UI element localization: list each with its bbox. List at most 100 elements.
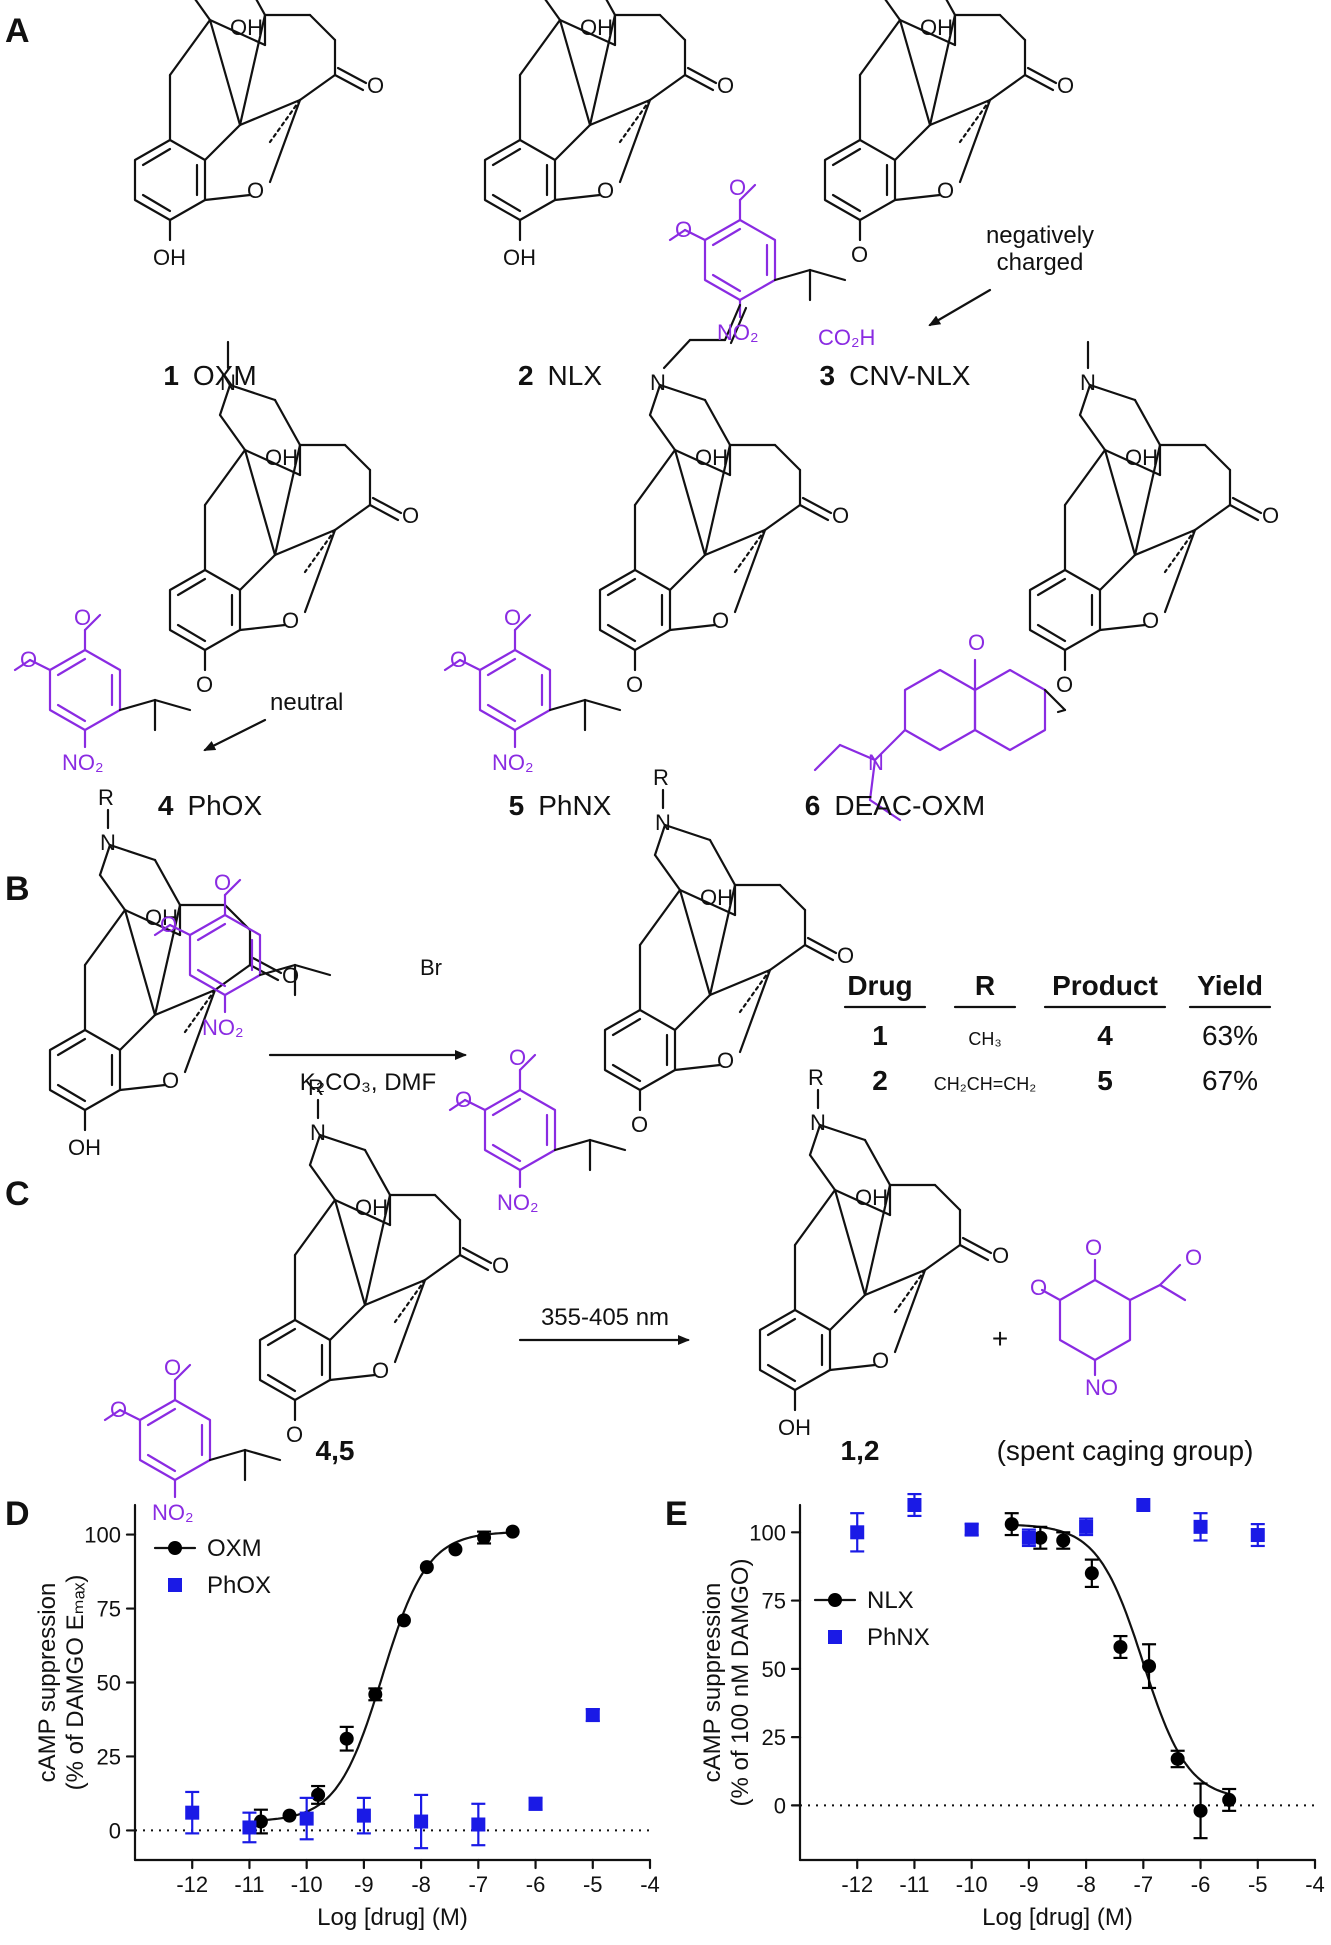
- table-cell-r: CH₃: [968, 1029, 1001, 1049]
- ch-o-bond: [153, 698, 192, 712]
- ch-bond: [773, 268, 812, 282]
- veratryl-ring: [478, 648, 552, 732]
- x-tick-label: -7: [1134, 1872, 1154, 1897]
- atom-oh-label: OH: [700, 885, 733, 910]
- atom-furan-o: O: [717, 1048, 734, 1073]
- compound-number: 4: [158, 790, 174, 821]
- compound-number: 5: [509, 790, 525, 821]
- atom-ome-o: O: [214, 870, 231, 895]
- atom-br: Br: [420, 955, 442, 980]
- ome-me-1: [518, 1053, 537, 1072]
- data-point-oxm: [282, 1808, 297, 1823]
- y-tick-label: 100: [84, 1523, 121, 1548]
- atom-r-label: R: [653, 765, 669, 790]
- atom-phenol-oh: OH: [153, 245, 186, 270]
- data-point-oxm: [368, 1687, 383, 1702]
- atom-ketone-o: O: [492, 1253, 509, 1278]
- ome-me-1: [223, 878, 242, 897]
- ring-double-1: [711, 227, 742, 247]
- legend-label-oxm: OXM: [207, 1535, 262, 1562]
- data-point-phox: [528, 1796, 543, 1811]
- compound-caption: 1 OXM: [163, 360, 256, 391]
- x-tick-label: -5: [1248, 1872, 1268, 1897]
- ring-double-2: [56, 703, 87, 723]
- acetyl-methyl: [1158, 1283, 1187, 1302]
- ome-me-2: [668, 228, 687, 242]
- atom-ketone-o: O: [402, 503, 419, 528]
- data-point-oxm: [448, 1542, 463, 1557]
- atom-n-label: N: [650, 370, 666, 395]
- atom-r-label: R: [308, 1075, 324, 1100]
- coumarin-ring-b: [973, 668, 1047, 752]
- panel-label-a: A: [5, 12, 30, 50]
- ring-double-2: [146, 1453, 177, 1473]
- data-point-oxm: [477, 1530, 492, 1545]
- ch-bond: [553, 1138, 592, 1152]
- data-point-nlx: [1222, 1792, 1237, 1807]
- compound-number: 1: [163, 360, 179, 391]
- compound-name: DEAC-OXM: [820, 790, 985, 821]
- data-point-phox: [414, 1814, 429, 1829]
- x-tick-label: -6: [1191, 1872, 1211, 1897]
- cnv-caging-group: [668, 183, 847, 319]
- ch-bond: [258, 963, 297, 977]
- atom-ketone-o: O: [367, 73, 384, 98]
- data-point-nlx: [1084, 1566, 1099, 1581]
- x-tick-label: -5: [583, 1872, 603, 1897]
- atom-no2: NO₂: [152, 1500, 194, 1525]
- y-tick-label: 50: [97, 1671, 121, 1696]
- x-axis-label: Log [drug] (M): [982, 1904, 1133, 1931]
- ch-bond: [548, 698, 587, 712]
- data-point-nlx: [1033, 1530, 1048, 1545]
- panel-label-c: C: [5, 1175, 30, 1213]
- table-cell-r: CH₂CH=CH₂: [934, 1074, 1036, 1094]
- chart-d: -12 -11 -10 -9 -8 -7 -6 -5 -4 0 25 50 75 100 Log [drug…: [34, 1503, 660, 1931]
- arrow-negatively: [928, 288, 992, 327]
- allyl-bond-1: [662, 338, 692, 370]
- data-point-nlx: [1193, 1803, 1208, 1818]
- data-point-oxm: [419, 1560, 434, 1575]
- veratryl-ring: [483, 1088, 557, 1172]
- atom-ome-o: O: [450, 647, 467, 672]
- legend-label-phox: PhOX: [207, 1572, 271, 1599]
- atom-ketone-o: O: [832, 503, 849, 528]
- atom-n-label: N: [810, 1110, 826, 1135]
- compound-caption: 5 PhNX: [509, 790, 612, 821]
- legend-marker-oxm: [168, 1541, 182, 1555]
- y-tick-label: 75: [97, 1597, 121, 1622]
- ome-me-2: [448, 1098, 467, 1112]
- atom-n-label: N: [655, 810, 671, 835]
- phnx-caging-group: [443, 613, 622, 749]
- x-tick-label: -8: [411, 1872, 431, 1897]
- data-point-phox: [299, 1811, 314, 1826]
- atom-ome-o: O: [455, 1087, 472, 1112]
- x-tick-label: -4: [1305, 1872, 1325, 1897]
- compound-name: OXM: [179, 360, 257, 391]
- ring-double-2: [491, 1143, 522, 1163]
- b-product-caging: [448, 1053, 627, 1189]
- atom-ether-o: O: [626, 672, 643, 697]
- note-negatively: negatively: [986, 222, 1094, 249]
- data-point-nlx: [1004, 1517, 1019, 1532]
- compound-name: PhOX: [173, 790, 262, 821]
- y-tick-label: 0: [774, 1793, 786, 1818]
- x-tick-label: -9: [1019, 1872, 1039, 1897]
- x-tick-label: -11: [899, 1872, 929, 1897]
- panel-label-d: D: [5, 1495, 30, 1533]
- y-axis-label-2: (% of 100 nM DAMGO): [727, 1558, 754, 1806]
- atom-furan-o: O: [1142, 608, 1159, 633]
- atom-amine-n: N: [868, 750, 884, 775]
- table-cell-product: 5: [1097, 1065, 1113, 1096]
- ch-bond: [208, 1448, 247, 1462]
- compound-name: CNV-NLX: [835, 360, 971, 391]
- x-tick-label: -10: [956, 1872, 988, 1897]
- atom-ome-o: O: [110, 1397, 127, 1422]
- acetyl-o: [1158, 1263, 1182, 1287]
- ring-double-1: [146, 1407, 177, 1427]
- figure-text-and-charts: AOHOONOHOHOONOHOHOONOOONO₂CO₂Hnegatively…: [5, 12, 1325, 1931]
- fit-curve-nlx: [1010, 1523, 1231, 1796]
- ome-me-2: [443, 658, 462, 672]
- legend-label-phnx: PhNX: [867, 1624, 930, 1651]
- atom-furan-o: O: [282, 608, 299, 633]
- atom-ketone-o: O: [837, 943, 854, 968]
